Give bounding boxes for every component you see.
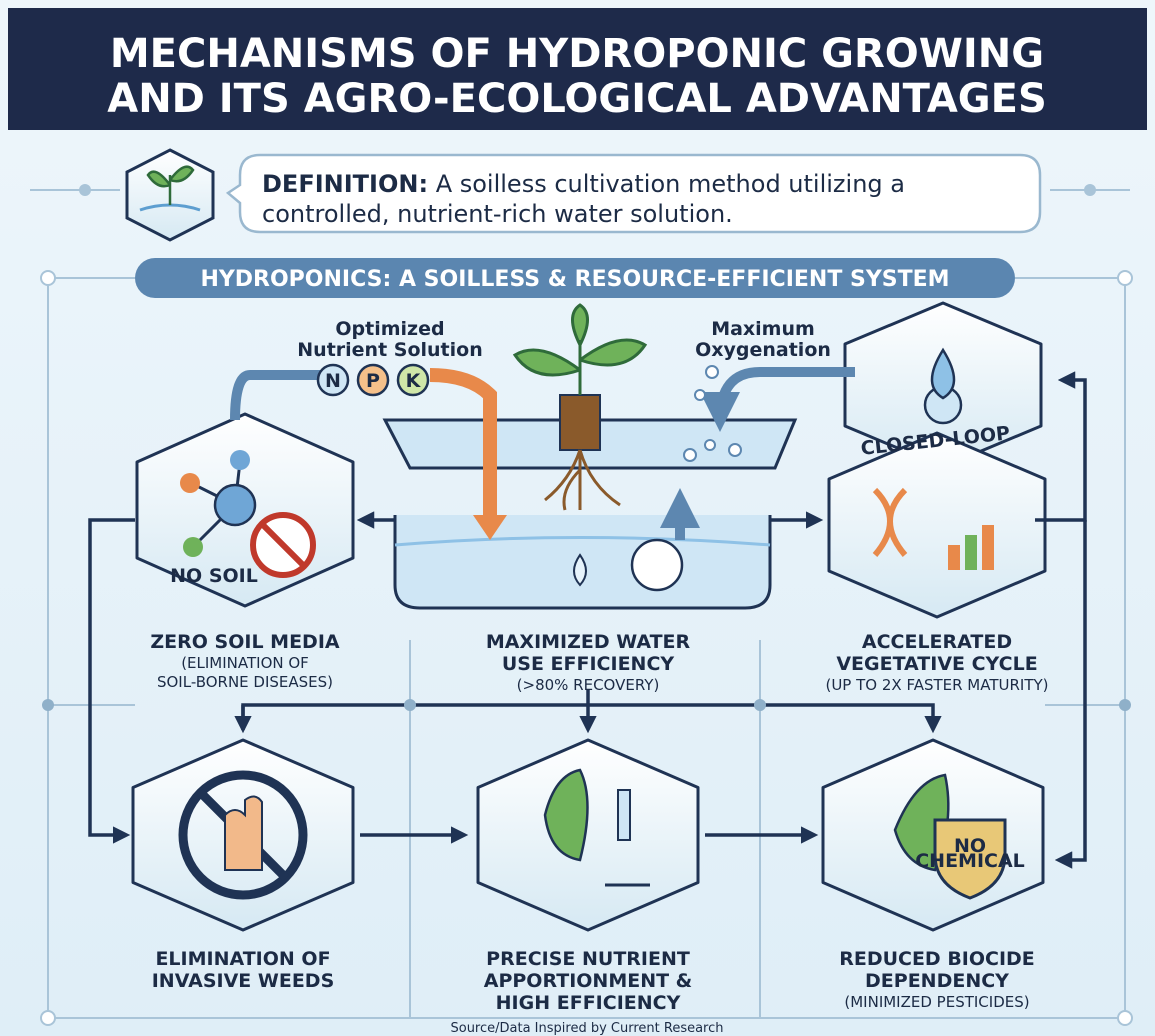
node-title: USE EFFICIENCY — [502, 653, 675, 675]
oxygen-label: Maximum — [711, 318, 815, 340]
node-title: VEGETATIVE CYCLE — [836, 653, 1037, 675]
node-note: SOIL-BORNE DISEASES) — [157, 673, 333, 691]
recycle-icon — [632, 540, 682, 590]
definition-line: DEFINITION: A soilless cultivation metho… — [262, 170, 905, 198]
node-title: APPORTIONMENT & — [484, 970, 693, 992]
node-note: (UP TO 2X FASTER MATURITY) — [825, 676, 1048, 694]
npk: N P K — [318, 365, 428, 395]
definition-text: A soilless cultivation method utilizing … — [436, 170, 905, 198]
definition-label: DEFINITION: — [262, 170, 428, 198]
node-title: REDUCED BIOCIDE — [839, 948, 1035, 970]
node-title: HIGH EFFICIENCY — [496, 992, 681, 1014]
title-line: MECHANISMS OF HYDROPONIC GROWING — [110, 31, 1044, 77]
definition-line: controlled, nutrient-rich water solution… — [262, 200, 733, 228]
oxygen-label: Oxygenation — [695, 339, 831, 361]
page: MECHANISMS OF HYDROPONIC GROWING AND ITS… — [0, 0, 1155, 1036]
node-title: MAXIMIZED WATER — [486, 631, 691, 653]
node-title: DEPENDENCY — [865, 970, 1009, 992]
shield-text: CHEMICAL — [915, 850, 1025, 872]
title-line: AND ITS AGRO-ECOLOGICAL ADVANTAGES — [107, 76, 1047, 122]
source: Source/Data Inspired by Current Research — [450, 1021, 723, 1036]
node-title: ZERO SOIL MEDIA — [150, 631, 340, 653]
node-note: (>80% RECOVERY) — [517, 676, 660, 694]
no-soil-label: NO SOIL — [170, 565, 258, 587]
node-note: (MINIMIZED PESTICIDES) — [844, 993, 1029, 1011]
node-title: INVASIVE WEEDS — [152, 970, 335, 992]
nutrient: K — [406, 370, 422, 392]
banner-text: HYDROPONICS: A SOILLESS & RESOURCE-EFFIC… — [200, 267, 949, 292]
nutrient-label: Optimized — [335, 318, 444, 340]
node-title: ELIMINATION OF — [155, 948, 330, 970]
infographic: MECHANISMS OF HYDROPONIC GROWING AND ITS… — [0, 0, 1155, 1036]
node-note: (ELIMINATION OF — [181, 654, 309, 672]
pot — [560, 395, 600, 450]
nutrient: P — [366, 370, 380, 392]
nutrient: N — [325, 370, 341, 392]
node-title: PRECISE NUTRIENT — [486, 948, 690, 970]
nutrient-label: Nutrient Solution — [297, 339, 482, 361]
node-title: ACCELERATED — [862, 631, 1012, 653]
